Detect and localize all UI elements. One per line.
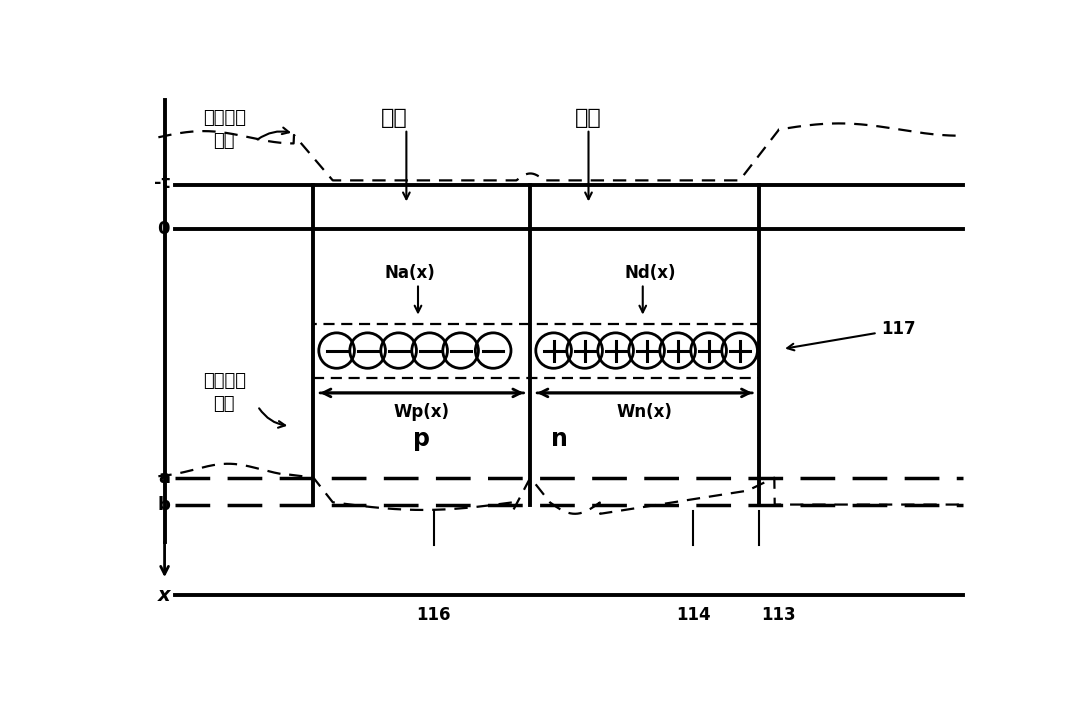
Text: 耗尽层的: 耗尽层的	[203, 109, 245, 127]
Text: -t: -t	[154, 174, 170, 193]
Text: b: b	[157, 496, 170, 513]
Text: 下端: 下端	[214, 396, 235, 413]
Text: Na(x): Na(x)	[385, 263, 436, 282]
Text: x: x	[158, 586, 171, 605]
Text: n: n	[551, 427, 569, 451]
Text: Nd(x): Nd(x)	[625, 263, 677, 282]
Text: a: a	[158, 468, 170, 487]
Text: 0: 0	[158, 220, 170, 238]
Text: 114: 114	[676, 605, 710, 623]
Text: 耗尽层的: 耗尽层的	[203, 373, 245, 391]
Text: 116: 116	[416, 605, 451, 623]
Text: Wn(x): Wn(x)	[617, 403, 672, 421]
Text: 上端: 上端	[214, 132, 235, 150]
Text: p: p	[413, 427, 430, 451]
Text: Wp(x): Wp(x)	[393, 403, 450, 421]
Text: 113: 113	[761, 605, 796, 623]
Text: 117: 117	[881, 320, 916, 338]
Bar	[313, 323, 759, 378]
Text: 施主: 施主	[575, 108, 602, 128]
Text: 受主: 受主	[382, 108, 409, 128]
